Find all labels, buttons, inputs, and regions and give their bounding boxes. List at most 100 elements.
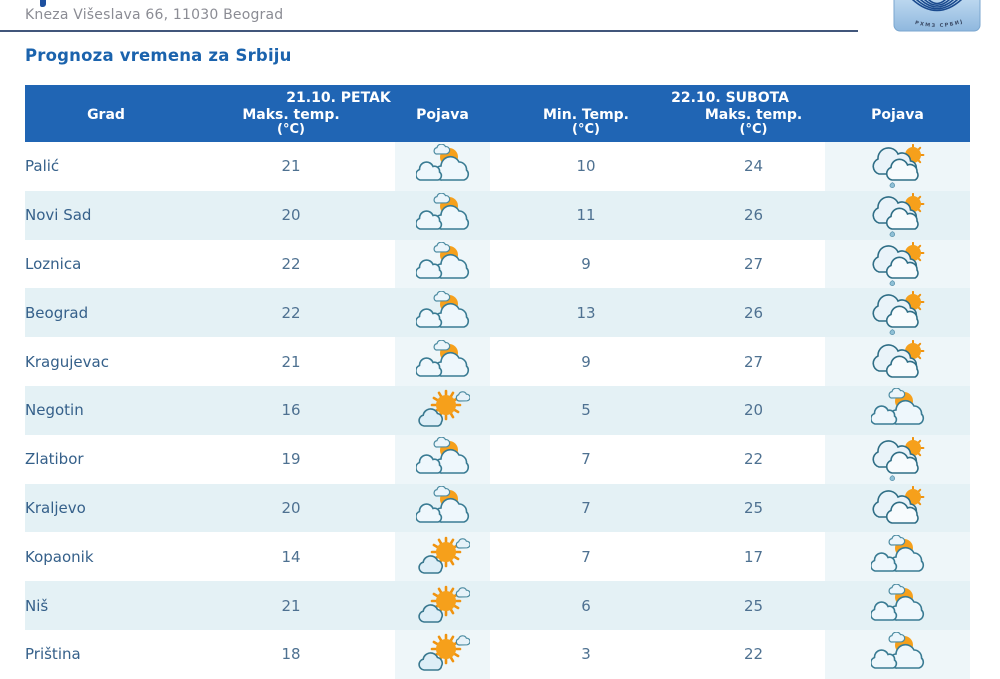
rhmz-logo: РХМЗ СРБИЈЕ (891, 0, 981, 33)
city-cell: Palić (25, 157, 60, 176)
sat-max-temp-cell: 27 (743, 352, 764, 371)
sat-weather-cell (825, 239, 971, 289)
city-cell: Kragujevac (25, 352, 109, 371)
sat-max-temp-cell: 25 (682, 581, 826, 630)
table-row: Zlatibor 19 7 22 (25, 434, 971, 484)
sat-min-temp-cell: 13 (490, 288, 683, 338)
sat-weather-cell (825, 483, 971, 533)
city-cell: Priština (25, 645, 81, 664)
table-row: Beograd 22 13 26 (25, 288, 971, 338)
mostly-sunny-icon (417, 536, 470, 574)
table-row: Kraljevo 20 7 25 (25, 483, 971, 533)
sat-min-temp-cell: 10 (576, 157, 596, 176)
city-cell: Loznica (25, 254, 82, 273)
fri-max-temp-cell: 21 (281, 352, 301, 371)
partly-cloudy-icon (415, 485, 469, 523)
table-row: Novi Sad 20 11 26 (25, 190, 971, 240)
city-cell: Zlatibor (25, 450, 84, 469)
sat-weather-cell (825, 190, 971, 240)
partly-cloudy-icon (870, 632, 924, 670)
sat-weather-cell (825, 532, 971, 582)
sat-max-temp-cell: 26 (682, 190, 826, 240)
sat-min-temp-cell: 7 (490, 483, 683, 533)
sat-min-temp-cell: 7 (581, 547, 591, 566)
table-row: Niš 21 6 25 (25, 581, 971, 630)
column-header-fri-pojava: Pojava (395, 107, 491, 142)
partly-cloudy-icon (415, 144, 469, 182)
partly-cloudy-icon (415, 290, 469, 328)
cloudy-sun-drizzle-icon (871, 193, 924, 238)
sat-max-temp-cell: 27 (743, 254, 764, 273)
column-header-row: Grad Maks. temp. (°C) Pojava Min. Temp. … (25, 107, 971, 142)
cloudy-sun-drizzle-icon (871, 290, 924, 335)
fri-max-temp-cell: 18 (281, 645, 301, 664)
fri-max-temp-cell: 20 (187, 190, 395, 240)
sat-max-temp-cell: 25 (682, 483, 826, 533)
partly-cloudy-icon (415, 241, 469, 279)
column-header-sat-min-temp: Min. Temp. (°C) (490, 107, 683, 142)
column-header-sat-maks-temp: Maks. temp. (°C) (682, 107, 826, 142)
sat-min-temp-cell: 7 (581, 450, 591, 469)
fri-weather-cell (395, 337, 491, 386)
fri-max-temp-cell: 21 (187, 581, 395, 630)
sat-weather-cell (825, 581, 971, 630)
table-row: Negotin 16 5 20 (25, 385, 971, 435)
partly-cloudy-icon (870, 388, 924, 426)
fri-weather-cell (395, 483, 491, 533)
column-header-grad: Grad (25, 107, 187, 142)
sat-max-temp-cell: 24 (743, 157, 764, 176)
fri-weather-cell (395, 239, 491, 289)
address-text: Kneza Višeslava 66, 11030 Beograd (25, 7, 284, 23)
column-header-sat-pojava: Pojava (825, 107, 971, 142)
cutoff-logo-fragment (40, 0, 46, 7)
fri-max-temp-cell: 19 (281, 450, 301, 469)
cloudy-sun-drizzle-icon (871, 241, 924, 286)
day-group-friday: 21.10. PETAK (187, 85, 491, 107)
sat-min-temp-cell: 5 (490, 385, 683, 435)
sat-max-temp-cell: 17 (743, 547, 764, 566)
city-cell: Negotin (25, 385, 187, 435)
table-body: Palić 21 10 24 Novi Sad 20 11 26 Loznica 22 9… (25, 142, 971, 679)
cloudy-sun-icon (871, 485, 924, 524)
fri-weather-cell (395, 190, 491, 240)
table-row: Kragujevac 21 9 27 (25, 337, 971, 386)
top-bar: Kneza Višeslava 66, 11030 Beograd (0, 0, 1000, 33)
sat-min-temp-cell: 9 (581, 254, 591, 273)
mostly-sunny-icon (417, 390, 470, 428)
table-row: Loznica 22 9 27 (25, 239, 971, 289)
table-row: Kopaonik 14 7 17 (25, 532, 971, 582)
fri-max-temp-cell: 21 (281, 157, 301, 176)
sat-weather-cell (825, 337, 971, 386)
fri-max-temp-cell: 22 (281, 254, 301, 273)
table-row: Priština 18 3 22 (25, 629, 971, 679)
sat-min-temp-cell: 3 (581, 645, 591, 664)
fri-max-temp-cell: 16 (187, 385, 395, 435)
day-group-row: 21.10. PETAK 22.10. SUBOTA (25, 85, 971, 107)
fri-weather-cell (395, 532, 491, 582)
partly-cloudy-icon (415, 437, 469, 474)
sat-max-temp-cell: 20 (682, 385, 826, 435)
day-group-saturday: 22.10. SUBOTA (490, 85, 971, 107)
mostly-sunny-icon (417, 634, 470, 672)
fri-max-temp-cell: 20 (187, 483, 395, 533)
sat-weather-cell (825, 629, 971, 679)
sat-weather-cell (825, 434, 971, 484)
fri-weather-cell (395, 385, 491, 435)
city-cell: Niš (25, 581, 187, 630)
fri-weather-cell (395, 629, 491, 679)
sat-min-temp-cell: 9 (581, 352, 591, 371)
sat-min-temp-cell: 11 (490, 190, 683, 240)
fri-max-temp-cell: 22 (187, 288, 395, 338)
sat-max-temp-cell: 22 (743, 645, 764, 664)
sat-max-temp-cell: 26 (682, 288, 826, 338)
fri-weather-cell (395, 581, 491, 630)
cloudy-sun-drizzle-icon (871, 437, 924, 482)
sat-weather-cell (825, 385, 971, 435)
partly-cloudy-icon (870, 583, 924, 621)
sat-weather-cell (825, 142, 971, 191)
fri-weather-cell (395, 142, 491, 191)
fri-max-temp-cell: 14 (281, 547, 301, 566)
page-title: Prognoza vremena za Srbiju (25, 46, 292, 65)
fri-weather-cell (395, 288, 491, 338)
forecast-table: 21.10. PETAK 22.10. SUBOTA Grad Maks. te… (25, 85, 971, 679)
